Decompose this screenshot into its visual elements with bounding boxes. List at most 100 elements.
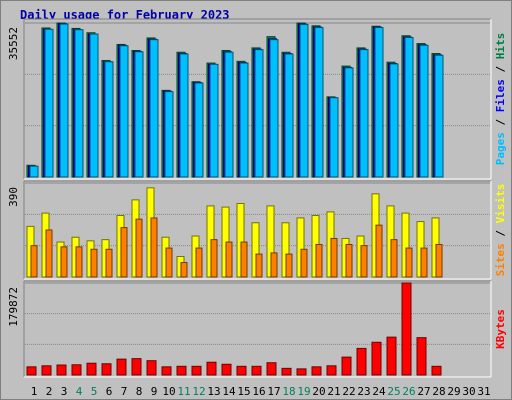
bar-kbytes-day-25 [386, 336, 397, 376]
bar-sites-day-9 [150, 217, 158, 278]
bar-pages-day-10 [164, 91, 174, 178]
bar-sites-day-24 [375, 224, 383, 278]
x-tick-label-day-24: 24 [372, 385, 386, 398]
x-tick-label-day-4: 4 [76, 385, 83, 398]
bar-sites-day-5 [90, 248, 98, 278]
x-tick-label-day-10: 10 [162, 385, 175, 398]
x-tick-label-day-5: 5 [91, 385, 98, 398]
bar-pages-day-17 [269, 39, 279, 178]
x-tick-label-day-20: 20 [312, 385, 325, 398]
bar-pages-day-27 [419, 44, 429, 178]
bar-kbytes-day-24 [371, 341, 382, 376]
x-tick-label-day-22: 22 [342, 385, 355, 398]
bar-kbytes-day-5 [86, 362, 97, 376]
bar-pages-day-23 [359, 49, 369, 178]
bar-sites-day-21 [330, 237, 338, 278]
bar-sites-day-2 [45, 229, 53, 278]
bar-pages-day-24 [374, 27, 384, 178]
bar-kbytes-day-19 [296, 368, 307, 376]
bar-pages-day-1 [29, 165, 39, 178]
legend-part: Pages [494, 132, 507, 165]
series-legend-label: KBytes [494, 309, 507, 349]
bar-kbytes-day-4 [71, 364, 82, 376]
bar-pages-day-16 [254, 49, 264, 178]
bar-kbytes-day-2 [41, 365, 52, 376]
x-tick-label-day-21: 21 [327, 385, 340, 398]
x-tick-label-day-15: 15 [237, 385, 250, 398]
x-tick-label-day-26: 26 [402, 385, 415, 398]
x-tick-label-day-31: 31 [477, 385, 490, 398]
bar-kbytes-day-27 [416, 337, 427, 376]
bar-pages-day-9 [149, 39, 159, 178]
bar-sites-day-25 [390, 239, 398, 278]
x-tick-label-day-12: 12 [192, 385, 205, 398]
series-legend-label: Sites / Visits [494, 184, 507, 277]
x-tick-label-day-25: 25 [387, 385, 400, 398]
bar-kbytes-day-11 [176, 365, 187, 376]
legend-part: / [494, 223, 507, 243]
x-tick-label-day-19: 19 [297, 385, 310, 398]
bar-kbytes-day-10 [161, 366, 172, 376]
x-tick-label-day-11: 11 [177, 385, 190, 398]
x-tick-label-day-17: 17 [267, 385, 280, 398]
x-tick-label-day-2: 2 [46, 385, 53, 398]
x-tick-label-day-23: 23 [357, 385, 370, 398]
bar-sites-day-26 [405, 247, 413, 278]
x-tick-label-day-29: 29 [447, 385, 460, 398]
chart-panel-hits_files_pages: 35552 Pages / Files / Hits [7, 18, 507, 180]
bar-pages-day-3 [59, 23, 69, 178]
bar-sites-day-3 [60, 246, 68, 278]
bar-kbytes-day-15 [236, 365, 247, 376]
bar-kbytes-day-13 [206, 361, 217, 376]
chart-panel-visits_sites: 390 Sites / Visits [7, 180, 507, 280]
bar-pages-day-25 [389, 63, 399, 178]
bar-kbytes-day-3 [56, 364, 67, 376]
x-tick-label-day-3: 3 [61, 385, 68, 398]
bar-sites-day-10 [165, 247, 173, 278]
bar-sites-day-1 [30, 245, 38, 278]
bar-sites-day-23 [360, 245, 368, 278]
bar-kbytes-day-18 [281, 367, 292, 376]
bar-pages-day-15 [239, 62, 249, 178]
x-tick-label-day-1: 1 [31, 385, 38, 398]
series-legend-label: Pages / Files / Hits [494, 33, 507, 166]
legend-part: Files [494, 79, 507, 112]
bar-sites-day-14 [225, 241, 233, 278]
x-tick-label-day-13: 13 [207, 385, 220, 398]
bar-pages-day-20 [314, 27, 324, 178]
bar-sites-day-6 [105, 248, 113, 278]
bar-pages-day-28 [434, 54, 444, 178]
bar-pages-day-6 [104, 61, 114, 178]
bar-pages-day-11 [179, 53, 189, 178]
bar-kbytes-day-22 [341, 356, 352, 376]
bar-kbytes-day-21 [326, 365, 337, 376]
bar-sites-day-4 [75, 246, 83, 278]
x-tick-label-day-18: 18 [282, 385, 295, 398]
bar-sites-day-12 [195, 247, 203, 278]
panel-background [24, 281, 491, 377]
bar-sites-day-17 [270, 252, 278, 278]
bar-sites-day-11 [180, 262, 188, 278]
bar-kbytes-day-6 [101, 363, 112, 376]
bar-pages-day-12 [194, 82, 204, 178]
bar-pages-day-26 [404, 37, 414, 178]
bar-pages-day-19 [299, 24, 309, 178]
bar-sites-day-18 [285, 253, 293, 278]
bar-pages-day-8 [134, 51, 144, 178]
bar-pages-day-14 [224, 51, 234, 178]
bar-pages-day-2 [44, 28, 54, 178]
legend-part: / [494, 59, 507, 79]
legend-part: Hits [494, 33, 507, 60]
legend-part: Visits [494, 184, 507, 224]
bar-kbytes-day-9 [146, 360, 157, 376]
bar-sites-day-27 [420, 247, 428, 278]
x-tick-label-day-16: 16 [252, 385, 265, 398]
x-tick-label-day-9: 9 [151, 385, 158, 398]
bar-sites-day-22 [345, 243, 353, 278]
bar-kbytes-day-20 [311, 366, 322, 376]
bar-sites-day-15 [240, 241, 248, 278]
x-tick-label-day-27: 27 [417, 385, 430, 398]
bar-pages-day-18 [284, 53, 294, 178]
